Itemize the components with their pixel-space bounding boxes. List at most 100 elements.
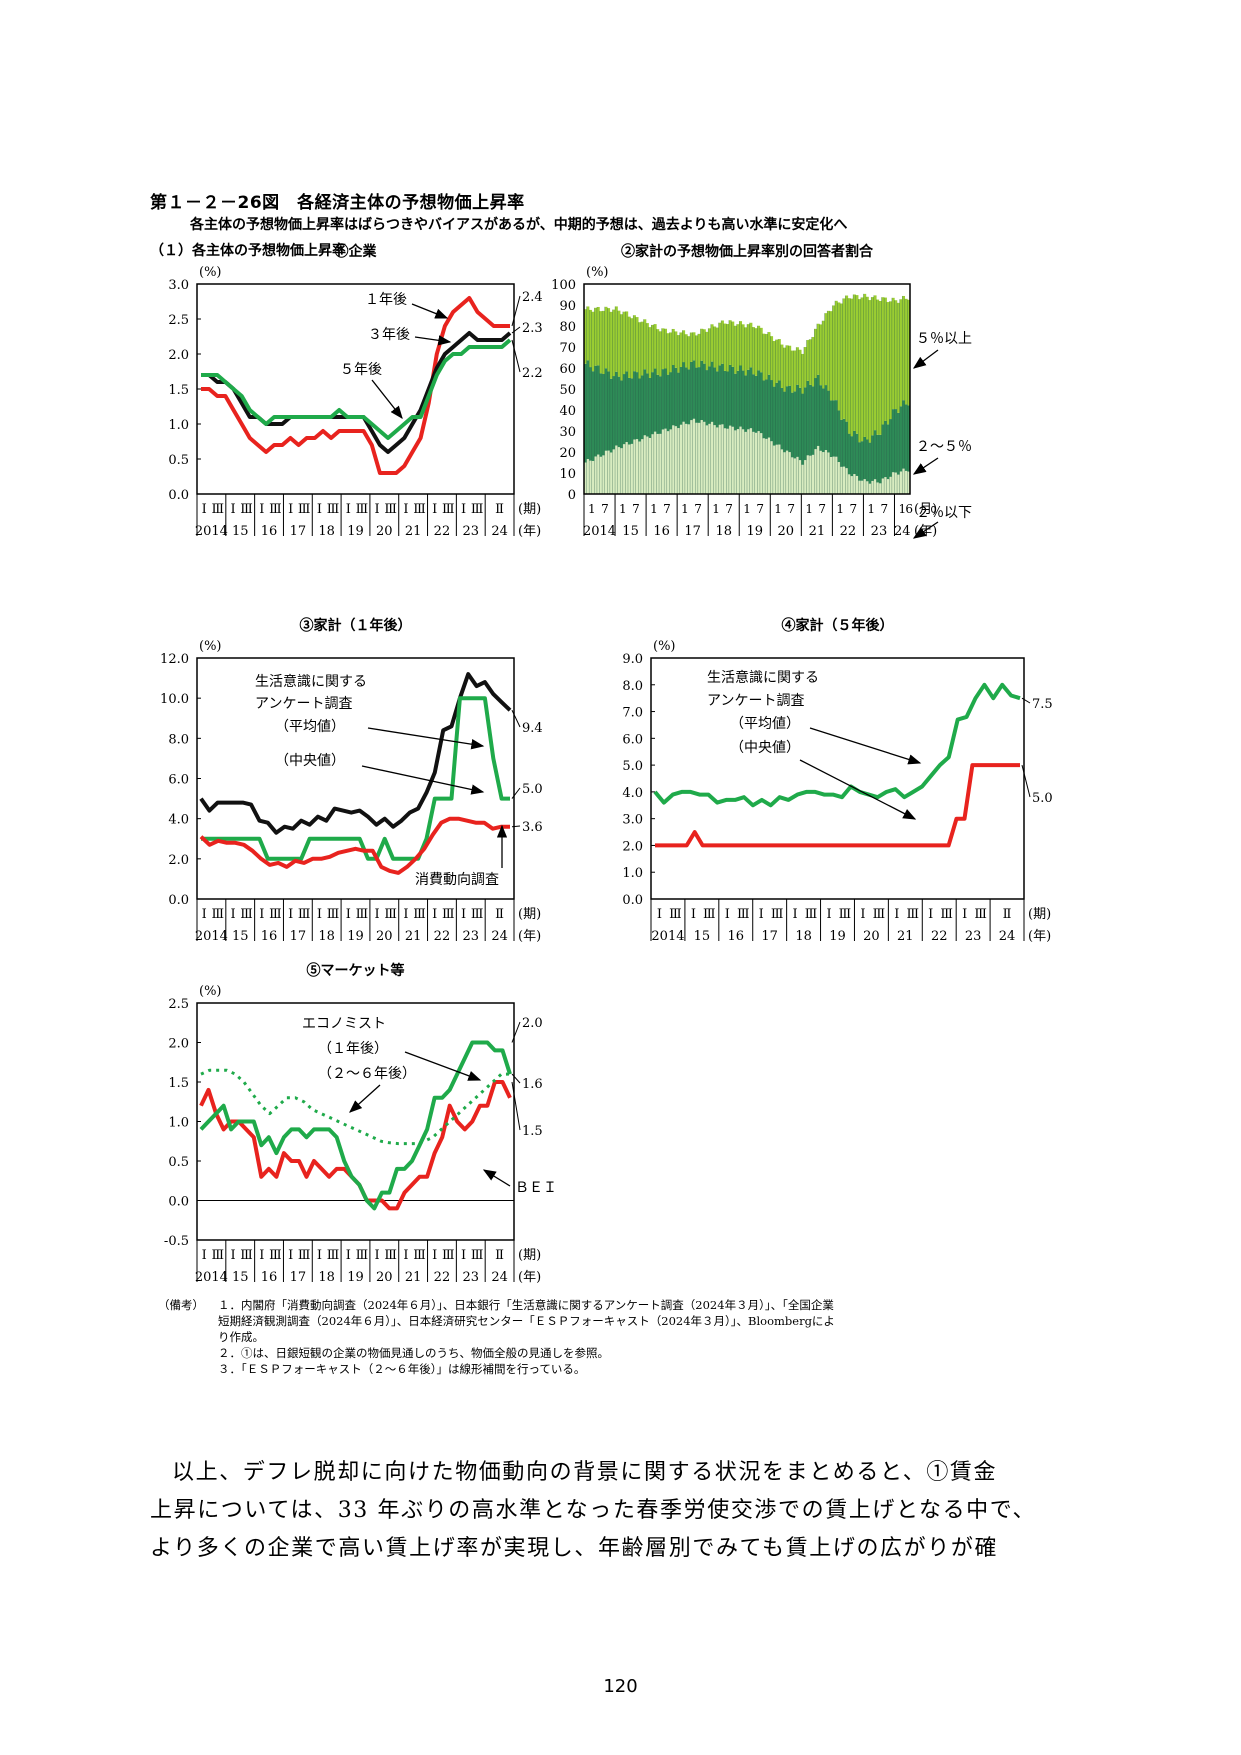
c2-bar-le2 — [822, 452, 825, 494]
c2-bar-5plus — [785, 345, 789, 387]
c2-month-label: 1 — [588, 502, 596, 516]
c2-bar-le2 — [899, 471, 903, 494]
c3-year-label: 15 — [232, 929, 249, 944]
c3-quarter-label: Ⅰ — [346, 907, 351, 922]
c4-ytick: 4.0 — [622, 786, 643, 801]
c2-bar-le2 — [806, 455, 810, 494]
c2-bar-5plus — [847, 298, 851, 434]
notes-label: （備考） — [158, 1298, 204, 1312]
c2-bar-5plus — [894, 300, 898, 410]
c2-bar-5plus — [878, 301, 882, 435]
c4-plot-frame — [650, 657, 1025, 900]
c2-bar-le2 — [847, 474, 851, 494]
c3-quarter-label: Ⅲ — [327, 907, 340, 922]
c5-quarter-label: Ⅲ — [384, 1248, 397, 1263]
c2-bar-2to5 — [785, 386, 789, 451]
c2-bar-le2 — [809, 455, 812, 494]
body-line-2: 上昇については、33 年ぶりの高水準となった春季労使交渉での賃上げとなる中で、 — [150, 1498, 1037, 1523]
c2-bar-le2 — [599, 456, 603, 494]
c3-quarter-label: Ⅲ — [356, 907, 369, 922]
c4-annot-survey: 生活意識に関する — [707, 669, 819, 686]
c5-quarter-label: Ⅰ — [461, 1248, 466, 1263]
c2-bar-5plus — [695, 335, 699, 368]
c2-year-label: 2014 — [583, 524, 616, 539]
c5-year-label: 22 — [434, 1270, 451, 1285]
c4-quarter-label: Ⅰ — [793, 907, 798, 922]
note-1c: り作成。 — [218, 1330, 264, 1344]
c2-unit-label: (%) — [586, 265, 609, 280]
c2-bar-le2 — [749, 428, 753, 494]
c2-bar-2to5 — [584, 363, 587, 463]
c2-bar-5plus — [728, 320, 732, 365]
c2-bar-le2 — [656, 433, 660, 494]
c2-bar-5plus — [855, 295, 859, 434]
c2-bar-le2 — [757, 431, 761, 494]
c2-month-label: 1 — [743, 502, 751, 516]
c2-bar-2to5 — [889, 419, 893, 477]
c2-ytick: 0 — [568, 488, 576, 503]
c3-ytick: 2.0 — [168, 853, 189, 868]
c5-quarter-label: Ⅰ — [317, 1248, 322, 1263]
c5-ytick: 0.0 — [168, 1195, 189, 1210]
c2-bar-le2 — [801, 464, 805, 494]
c2-bar-5plus — [780, 344, 784, 388]
c2-bar-2to5 — [824, 385, 828, 451]
c2-bar-5plus — [811, 336, 815, 387]
c5-ytick: 0.5 — [168, 1155, 189, 1170]
c1-end-label: 2.3 — [522, 321, 543, 336]
c2-bar-le2 — [840, 466, 843, 494]
c5-quarter-label: Ⅰ — [230, 1248, 235, 1263]
c2-bar-2to5 — [622, 374, 626, 445]
c2-bar-le2 — [607, 450, 611, 494]
c4-quarter-label: Ⅰ — [691, 907, 696, 922]
c2-ytick: 20 — [559, 446, 576, 461]
c1-ytick: 2.5 — [168, 313, 189, 328]
c1-quarter-label: Ⅰ — [461, 502, 466, 517]
c2-bar-2to5 — [700, 360, 704, 421]
c4-year-label: 20 — [863, 929, 880, 944]
c2-arrow-le2 — [912, 521, 939, 539]
c2-bar-2to5 — [669, 372, 673, 430]
c2-bar-5plus — [723, 323, 727, 371]
c2-bar-5plus — [596, 306, 600, 366]
c4-quarter-label: Ⅰ — [894, 907, 899, 922]
c2-bar-le2 — [669, 429, 673, 494]
c4-year-label: 17 — [761, 929, 778, 944]
c3-x-unit: (期) — [518, 907, 541, 922]
c2-bar-5plus — [803, 347, 807, 388]
c4-year-label: 21 — [897, 929, 914, 944]
c2-bar-2to5 — [635, 372, 639, 440]
c2-month-label: 1 — [805, 502, 813, 516]
c2-legend-le2: ２％以下 — [916, 505, 972, 521]
c4-year-label: 16 — [727, 929, 744, 944]
c2-bar-2to5 — [692, 360, 696, 419]
c2-bar-5plus — [736, 324, 740, 371]
c2-bar-le2 — [793, 458, 797, 494]
c2-bar-5plus — [741, 324, 745, 371]
c2-bar-5plus — [607, 308, 611, 372]
c2-bar-2to5 — [617, 376, 621, 448]
c1-quarter-label: Ⅲ — [327, 502, 340, 517]
c2-bar-le2 — [697, 422, 701, 494]
c2-bar-le2 — [728, 425, 732, 494]
c5-x-unit: (期) — [518, 1248, 541, 1263]
c2-bar-2to5 — [715, 371, 719, 428]
c2-bar-le2 — [633, 439, 636, 494]
c2-ytick: 30 — [559, 425, 576, 440]
c2-bar-2to5 — [754, 375, 758, 433]
c1-arrow-5yr — [371, 379, 403, 420]
c2-bar-5plus — [615, 306, 618, 372]
c2-year-label: 17 — [684, 524, 701, 539]
c2-bar-2to5 — [873, 430, 877, 480]
c2-bar-5plus — [594, 307, 598, 366]
c5-year-label: 21 — [405, 1270, 422, 1285]
c1-year-label: 20 — [376, 524, 393, 539]
c2-bar-2to5 — [780, 387, 784, 450]
c3-quarter-label: Ⅲ — [211, 907, 224, 922]
c3-year-label: 21 — [405, 929, 422, 944]
c4-quarter-label: Ⅲ — [703, 907, 716, 922]
c2-bar-5plus — [633, 315, 636, 372]
c4-series-line — [653, 682, 1021, 808]
c2-bar-2to5 — [589, 367, 592, 461]
c1-arrow-1yr — [411, 303, 449, 319]
